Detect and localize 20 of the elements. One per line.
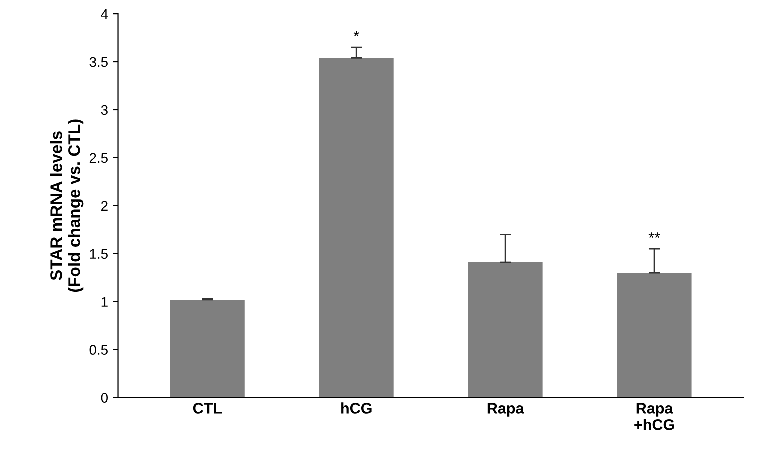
y-tick-label: 2 — [102, 201, 108, 211]
x-tick-label: hCG — [342, 402, 372, 414]
y-tick-label: 3.5 — [90, 57, 108, 68]
y-tick-label: 1 — [102, 297, 108, 307]
y-tick-label: 0.5 — [90, 345, 108, 355]
annotation: ** — [648, 232, 660, 238]
bar — [170, 300, 245, 398]
annotation: * — [354, 31, 360, 37]
x-tick-label: Rapa — [488, 403, 524, 417]
y-tick-label: 2.5 — [90, 153, 108, 164]
y-tick-label: 0 — [101, 393, 108, 403]
bar — [468, 262, 543, 398]
y-tick-label: 3 — [101, 105, 108, 116]
x-tick-label: CTL — [193, 403, 222, 414]
y-tick-label: 1.5 — [90, 249, 108, 260]
y-tick-label: 4 — [101, 10, 108, 20]
bar — [319, 58, 394, 398]
x-tick-label: Rapa +hCG — [634, 403, 674, 430]
bar — [617, 273, 692, 398]
y-axis-title: STAR mRNA levels (Fold change vs. CTL) — [50, 120, 84, 292]
